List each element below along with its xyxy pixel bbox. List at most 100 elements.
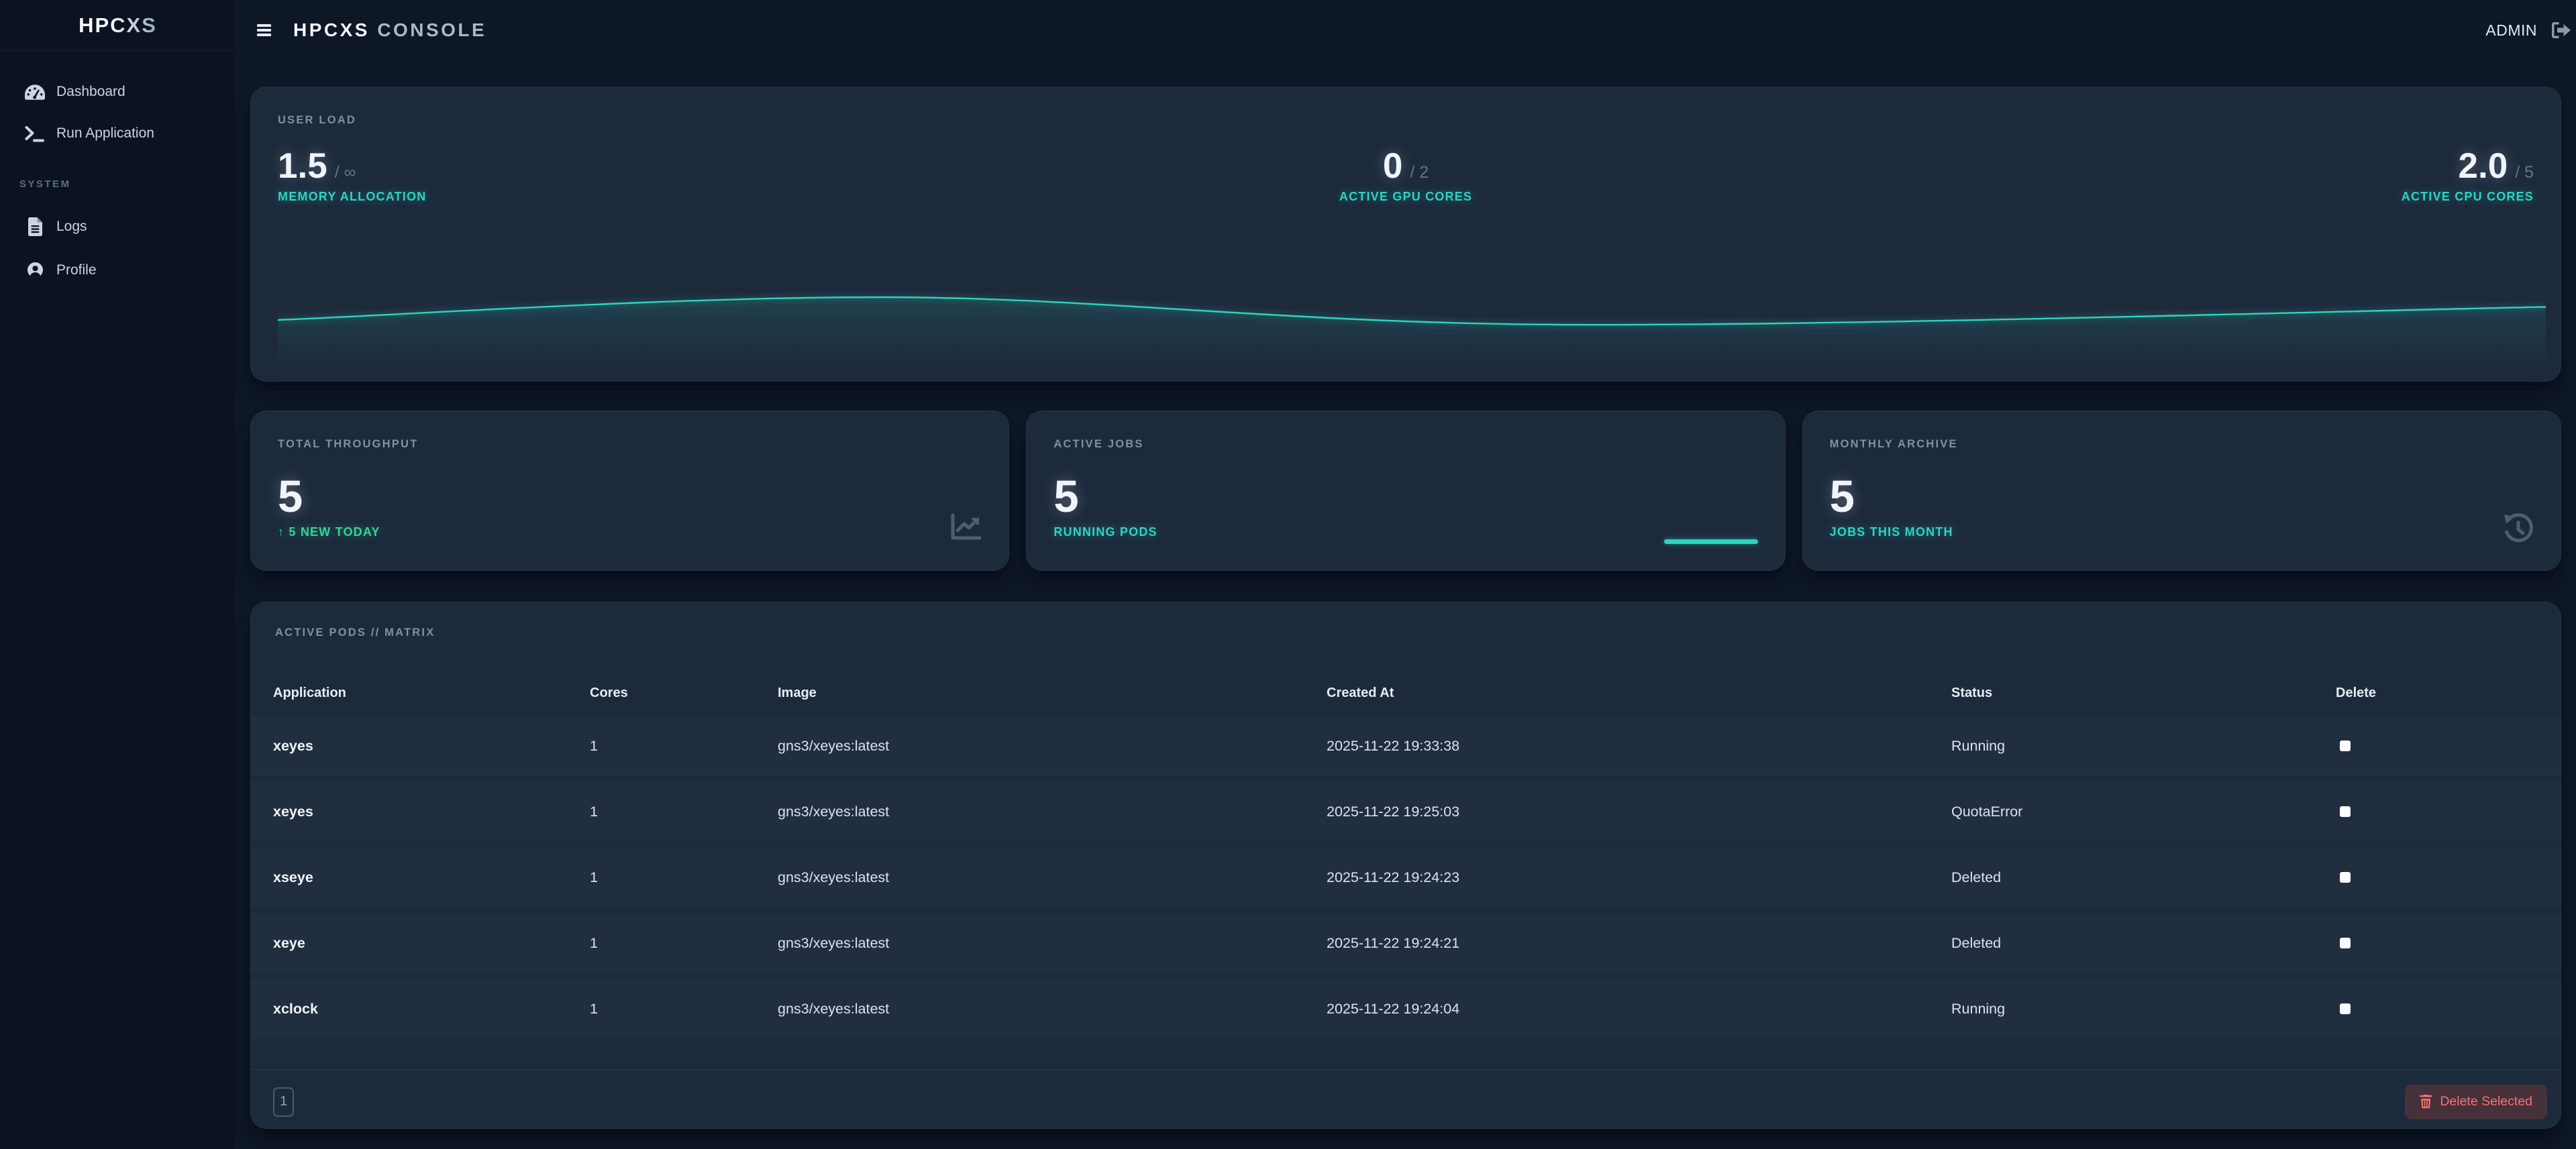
table-row: xeyes 1 gns3/xeyes:latest 2025-11-22 19:…	[251, 716, 2561, 775]
sidebar-item-label: Dashboard	[56, 84, 125, 99]
user-label: ADMIN	[2485, 21, 2537, 39]
active-jobs-card: ACTIVE JOBS 5 RUNNING PODS	[1026, 411, 1786, 571]
cell-image: gns3/xeyes:latest	[778, 737, 890, 754]
cell-cores: 1	[590, 803, 598, 820]
sidebar-item-run-application[interactable]: Run Application	[0, 113, 236, 154]
user-icon	[25, 262, 45, 278]
jobs-sparkline	[1663, 539, 1758, 544]
cell-cores: 1	[590, 737, 598, 754]
cell-application: xeyes	[273, 803, 313, 820]
dashboard-content: USER LOAD 1.5 / ∞ MEMORY ALLOCATION 0 / …	[236, 60, 2576, 1149]
pagination-page-button[interactable]: 1	[273, 1087, 294, 1117]
user-load-title: USER LOAD	[278, 114, 356, 126]
sidebar-item-profile[interactable]: Profile	[0, 248, 236, 292]
sidebar-item-label: Logs	[56, 218, 87, 234]
total-throughput-label: TOTAL THROUGHPUT	[278, 438, 419, 450]
app-logo-text: HPCXS	[79, 13, 157, 37]
delete-selected-label: Delete Selected	[2440, 1094, 2532, 1109]
total-throughput-value: 5	[278, 472, 303, 522]
delete-row-checkbox[interactable]	[2340, 938, 2351, 948]
gpu-denominator: / 2	[1410, 163, 1429, 182]
file-icon	[25, 217, 45, 236]
cell-created-at: 2025-11-22 19:24:23	[1327, 869, 1460, 885]
cell-application: xeye	[273, 934, 305, 951]
terminal-icon	[25, 125, 45, 142]
history-icon	[2503, 513, 2534, 547]
cell-image: gns3/xeyes:latest	[778, 803, 890, 820]
cell-image: gns3/xeyes:latest	[778, 934, 890, 951]
delete-row-checkbox[interactable]	[2340, 806, 2351, 817]
cell-application: xeyes	[273, 737, 313, 754]
cpu-denominator: / 5	[2515, 163, 2534, 182]
column-header-image: Image	[778, 686, 817, 700]
active-jobs-sub: RUNNING PODS	[1053, 525, 1157, 539]
gauge-icon	[25, 84, 45, 100]
cell-status: Deleted	[1951, 869, 2002, 885]
delete-row-checkbox[interactable]	[2340, 872, 2351, 883]
cell-application: xseye	[273, 869, 313, 885]
sidebar-section-label: SYSTEM	[19, 178, 71, 190]
memory-allocation-stat: 1.5 / ∞ MEMORY ALLOCATION	[278, 148, 1030, 204]
monthly-archive-card: MONTHLY ARCHIVE 5 JOBS THIS MONTH	[1802, 411, 2561, 571]
gpu-value: 0	[1382, 146, 1403, 186]
gpu-label: ACTIVE GPU CORES	[1339, 190, 1473, 203]
active-pods-card: ACTIVE PODS // MATRIX Application Cores …	[250, 602, 2561, 1129]
cpu-cores-stat: 2.0 / 5 ACTIVE CPU CORES	[1782, 148, 2534, 204]
delete-selected-button[interactable]: Delete Selected	[2404, 1084, 2547, 1119]
cell-status: Running	[1951, 1000, 2006, 1017]
memory-label: MEMORY ALLOCATION	[278, 190, 427, 203]
table-row: xeyes 1 gns3/xeyes:latest 2025-11-22 19:…	[251, 782, 2561, 841]
table-row: xseye 1 gns3/xeyes:latest 2025-11-22 19:…	[251, 848, 2561, 907]
sidebar-item-dashboard[interactable]: Dashboard	[0, 71, 236, 113]
gpu-cores-stat: 0 / 2 ACTIVE GPU CORES	[1030, 148, 1782, 204]
cell-status: QuotaError	[1951, 803, 2023, 820]
table-body: xeyes 1 gns3/xeyes:latest 2025-11-22 19:…	[251, 716, 2561, 1038]
logout-icon[interactable]	[2552, 22, 2571, 38]
sidebar: HPCXS Dashboard	[0, 0, 236, 1149]
cell-cores: 1	[590, 1000, 598, 1017]
monthly-archive-label: MONTHLY ARCHIVE	[1829, 438, 1958, 450]
column-header-application: Application	[273, 686, 346, 700]
memory-denominator: / ∞	[334, 163, 356, 182]
page-title: HPCXS CONSOLE	[293, 19, 487, 40]
menu-toggle-button[interactable]	[257, 23, 271, 37]
cell-image: gns3/xeyes:latest	[778, 869, 890, 885]
cell-created-at: 2025-11-22 19:24:21	[1327, 934, 1460, 951]
delete-row-checkbox[interactable]	[2340, 741, 2351, 751]
stat-cards-row: TOTAL THROUGHPUT 5 ↑ 5 NEW TODAY ACTIVE …	[250, 411, 2561, 571]
active-pods-title: ACTIVE PODS // MATRIX	[275, 626, 435, 639]
column-header-delete: Delete	[2336, 686, 2377, 700]
column-header-status: Status	[1951, 686, 1993, 700]
cell-image: gns3/xeyes:latest	[778, 1000, 890, 1017]
table-row: xeye 1 gns3/xeyes:latest 2025-11-22 19:2…	[251, 914, 2561, 973]
active-jobs-label: ACTIVE JOBS	[1053, 438, 1144, 450]
column-header-created-at: Created At	[1327, 686, 1394, 700]
total-throughput-card: TOTAL THROUGHPUT 5 ↑ 5 NEW TODAY	[250, 411, 1010, 571]
sidebar-item-logs[interactable]: Logs	[0, 205, 236, 248]
cpu-label: ACTIVE CPU CORES	[2401, 190, 2534, 203]
cpu-value: 2.0	[2458, 146, 2508, 186]
cell-created-at: 2025-11-22 19:25:03	[1327, 803, 1460, 820]
cell-status: Running	[1951, 737, 2006, 754]
app-logo: HPCXS	[0, 0, 236, 51]
sidebar-item-label: Run Application	[56, 125, 154, 141]
delete-row-checkbox[interactable]	[2340, 1003, 2351, 1014]
user-load-card: USER LOAD 1.5 / ∞ MEMORY ALLOCATION 0 / …	[250, 87, 2561, 382]
memory-value: 1.5	[278, 146, 327, 186]
sidebar-nav: Dashboard Run Application SYSTEM	[0, 51, 236, 312]
cell-status: Deleted	[1951, 934, 2002, 951]
monthly-archive-value: 5	[1829, 472, 1855, 522]
column-header-cores: Cores	[590, 686, 628, 700]
cell-cores: 1	[590, 934, 598, 951]
table-header-row: Application Cores Image Created At Statu…	[251, 686, 2561, 716]
user-load-chart	[278, 296, 2546, 366]
total-throughput-sub: ↑ 5 NEW TODAY	[278, 525, 380, 539]
cell-created-at: 2025-11-22 19:33:38	[1327, 737, 1460, 754]
top-bar: HPCXS CONSOLE ADMIN	[236, 0, 2576, 60]
trash-icon	[2419, 1095, 2432, 1109]
monthly-archive-sub: JOBS THIS MONTH	[1829, 525, 1953, 539]
cell-created-at: 2025-11-22 19:24:04	[1327, 1000, 1460, 1017]
table-row: xclock 1 gns3/xeyes:latest 2025-11-22 19…	[251, 979, 2561, 1038]
cell-application: xclock	[273, 1000, 318, 1017]
active-jobs-value: 5	[1053, 472, 1079, 522]
